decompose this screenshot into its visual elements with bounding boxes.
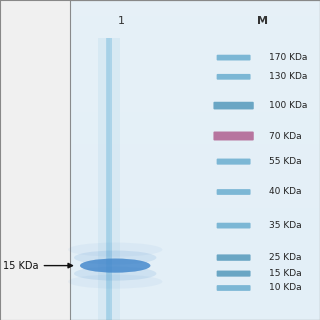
Bar [70, 0, 320, 16]
Bar [70, 64, 320, 80]
Bar [70, 176, 320, 192]
Text: M: M [257, 16, 268, 26]
Text: 35 KDa: 35 KDa [269, 221, 301, 230]
Bar [70, 240, 320, 256]
Bar [70, 144, 320, 160]
Bar [0, 0, 70, 320]
Text: 15 KDa: 15 KDa [269, 269, 301, 278]
Bar [70, 224, 320, 240]
Bar [70, 48, 320, 64]
Bar [70, 16, 320, 32]
Text: 55 KDa: 55 KDa [269, 157, 301, 166]
Bar [70, 208, 320, 224]
FancyBboxPatch shape [217, 159, 251, 165]
Bar [70, 288, 320, 304]
FancyBboxPatch shape [213, 102, 254, 109]
Bar [70, 160, 320, 176]
Text: 130 KDa: 130 KDa [269, 72, 307, 81]
Text: 15 KDa: 15 KDa [3, 260, 72, 271]
Text: 100 KDa: 100 KDa [269, 101, 307, 110]
Text: 70 KDa: 70 KDa [269, 132, 301, 140]
Bar [70, 192, 320, 208]
Bar [70, 80, 320, 96]
FancyBboxPatch shape [217, 223, 251, 228]
Bar [70, 0, 320, 320]
Bar [70, 256, 320, 272]
Bar [106, 38, 112, 320]
FancyBboxPatch shape [213, 132, 254, 140]
FancyBboxPatch shape [217, 189, 251, 195]
Text: 40 KDa: 40 KDa [269, 188, 301, 196]
Text: 1: 1 [118, 16, 125, 26]
Ellipse shape [74, 251, 156, 265]
Text: 170 KDa: 170 KDa [269, 53, 307, 62]
FancyBboxPatch shape [217, 254, 251, 261]
FancyBboxPatch shape [217, 271, 251, 276]
Bar [70, 304, 320, 320]
Ellipse shape [74, 267, 156, 281]
Bar [70, 272, 320, 288]
Bar [70, 128, 320, 144]
Bar [70, 32, 320, 48]
Text: 25 KDa: 25 KDa [269, 253, 301, 262]
Ellipse shape [68, 275, 162, 289]
FancyBboxPatch shape [217, 55, 251, 60]
FancyBboxPatch shape [217, 74, 251, 80]
Bar [70, 112, 320, 128]
Text: 10 KDa: 10 KDa [269, 284, 301, 292]
Ellipse shape [80, 259, 150, 273]
Bar [107, 38, 120, 320]
Bar [98, 38, 110, 320]
FancyBboxPatch shape [217, 285, 251, 291]
Ellipse shape [80, 259, 150, 273]
Bar [70, 96, 320, 112]
Ellipse shape [68, 243, 162, 257]
